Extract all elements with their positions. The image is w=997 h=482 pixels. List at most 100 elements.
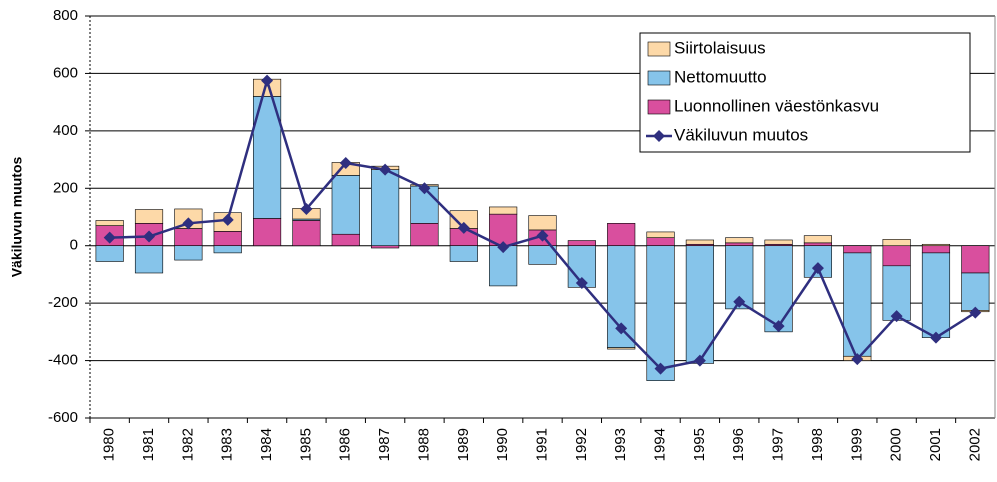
marker: [536, 229, 549, 242]
bar: [882, 245, 911, 267]
bar: [371, 245, 400, 249]
bar: [213, 231, 242, 247]
y-tick-label: 600: [53, 64, 78, 81]
x-tick-label: 2000: [888, 428, 905, 461]
marker: [261, 74, 274, 87]
x-tick-label: 1985: [297, 428, 314, 461]
bar: [764, 239, 793, 245]
marker: [221, 213, 234, 226]
bar: [725, 237, 754, 244]
marker: [182, 217, 195, 230]
marker: [969, 306, 982, 319]
x-tick-label: 1984: [258, 428, 275, 461]
x-tick-label: 1987: [376, 428, 393, 461]
bar: [685, 239, 714, 245]
bar: [489, 213, 518, 247]
x-tick-label: 1981: [140, 428, 157, 461]
legend-swatch: [647, 99, 671, 115]
bar: [528, 245, 557, 265]
legend-label: Luonnollinen väestönkasvu: [674, 96, 879, 115]
marker: [693, 354, 706, 367]
bar: [213, 245, 242, 254]
legend-swatch: [647, 70, 671, 86]
x-tick-label: 1992: [573, 428, 590, 461]
y-tick-label: -200: [48, 294, 78, 311]
bar: [646, 237, 675, 247]
x-tick-label: 1990: [494, 428, 511, 461]
bar: [843, 245, 872, 254]
y-axis-label: Väkiluvun muutos: [9, 157, 25, 278]
marker: [143, 230, 156, 243]
x-tick-label: 1995: [691, 428, 708, 461]
x-tick-label: 1980: [101, 428, 118, 461]
x-tick-label: 1993: [612, 428, 629, 461]
bar: [843, 252, 872, 357]
marker: [497, 241, 510, 254]
bar: [174, 228, 203, 247]
y-tick-label: -600: [48, 409, 78, 426]
legend-label: Väkiluvun muutos: [674, 125, 808, 144]
bar: [803, 242, 833, 247]
bar: [607, 223, 636, 247]
marker: [654, 362, 667, 375]
y-tick-label: 0: [70, 237, 78, 254]
marker: [339, 157, 352, 170]
bar: [685, 245, 714, 364]
bar: [646, 231, 675, 238]
marker: [811, 262, 824, 275]
bar: [567, 240, 596, 247]
legend-label: Nettomuutto: [674, 67, 767, 86]
bar: [921, 245, 951, 254]
x-tick-label: 1986: [337, 428, 354, 461]
bar: [134, 245, 164, 274]
bar: [803, 235, 833, 244]
x-tick-label: 2002: [966, 428, 983, 461]
x-tick-label: 1983: [219, 428, 236, 461]
x-tick-label: 1998: [809, 428, 826, 461]
bar: [921, 252, 951, 338]
bar: [292, 220, 321, 247]
marker: [575, 277, 588, 290]
marker: [851, 353, 864, 366]
bar: [95, 245, 124, 262]
marker: [379, 163, 392, 176]
bar: [764, 245, 793, 333]
y-tick-label: -400: [48, 352, 78, 369]
bar: [410, 223, 439, 247]
marker: [772, 320, 785, 333]
x-tick-label: 1988: [415, 428, 432, 461]
bar: [134, 209, 164, 224]
x-tick-label: 1991: [533, 428, 550, 461]
marker: [615, 322, 628, 335]
y-tick-label: 200: [53, 179, 78, 196]
x-tick-label: 1982: [179, 428, 196, 461]
x-tick-label: 1997: [770, 428, 787, 461]
y-tick-label: 400: [53, 122, 78, 139]
bar: [961, 245, 990, 274]
x-tick-label: 2001: [927, 428, 944, 461]
bar: [921, 243, 951, 247]
marker: [733, 295, 746, 308]
marker: [418, 182, 431, 195]
bar: [489, 206, 518, 215]
marker: [103, 231, 116, 244]
legend-swatch: [647, 41, 671, 57]
legend-marker: [653, 130, 665, 142]
x-tick-label: 1999: [848, 428, 865, 461]
marker: [457, 221, 470, 234]
bar: [331, 233, 360, 247]
bar: [371, 169, 400, 247]
x-tick-label: 1996: [730, 428, 747, 461]
bar: [528, 215, 557, 231]
bar: [725, 242, 754, 247]
legend-label: Siirtolaisuus: [674, 38, 766, 57]
bar: [961, 272, 990, 311]
bar: [331, 175, 360, 235]
legend-box: [639, 32, 971, 153]
y-tick-label: 800: [53, 7, 78, 24]
marker: [929, 331, 942, 344]
x-tick-label: 1994: [652, 428, 669, 461]
bar: [252, 218, 282, 247]
bar: [607, 347, 636, 350]
